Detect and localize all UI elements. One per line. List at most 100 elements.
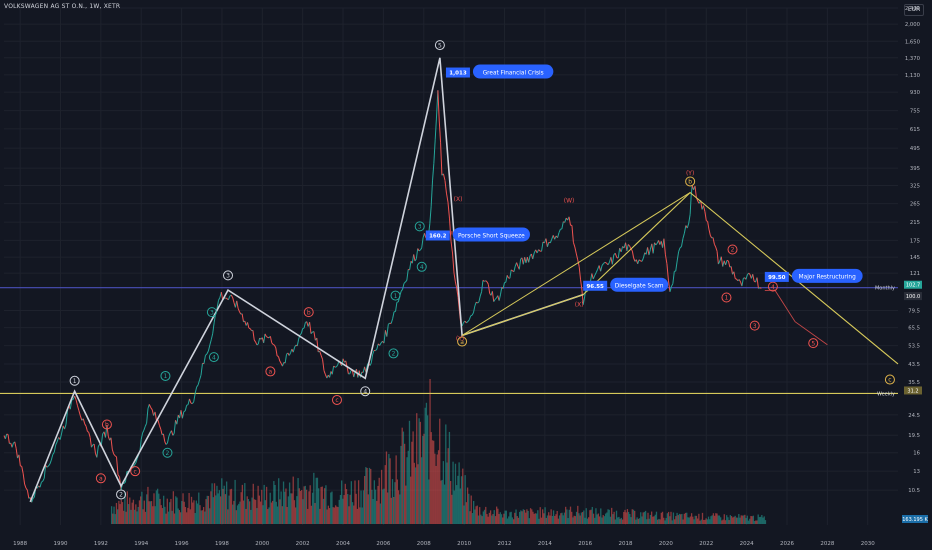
volume-bar — [320, 486, 322, 524]
volume-bar — [494, 516, 497, 524]
volume-bar — [569, 506, 572, 524]
volume-bar — [612, 514, 614, 524]
volume-bar — [149, 501, 152, 524]
volume-bar — [665, 518, 667, 524]
wave-label-text: 4 — [420, 264, 424, 271]
volume-bar — [255, 499, 257, 524]
price-segment — [528, 255, 531, 263]
price-segment — [538, 249, 541, 252]
volume-bar — [351, 502, 354, 524]
price-segment — [704, 211, 707, 221]
volume-bar — [339, 494, 342, 524]
volume-bar — [292, 476, 294, 524]
price-segment — [210, 333, 214, 340]
price-segment — [230, 294, 234, 298]
volume-bar — [552, 510, 555, 524]
price-segment — [663, 238, 666, 255]
price-segment — [708, 229, 711, 236]
price-segment — [725, 260, 728, 266]
price-segment — [450, 240, 454, 254]
volume-bar — [678, 513, 681, 524]
volume-bar — [676, 512, 678, 524]
volume-bar — [598, 516, 601, 524]
volume-bar — [562, 515, 564, 524]
volume-bar — [697, 518, 699, 524]
volume-bar — [654, 514, 656, 524]
wave-label-circle — [160, 370, 171, 381]
price-segment — [454, 281, 458, 289]
wave-label-text: (Y) — [456, 336, 464, 343]
volume-bar — [360, 490, 362, 524]
price-segment — [676, 251, 680, 262]
y-tick-label: 2,000 — [905, 22, 921, 28]
price-segment — [484, 280, 486, 282]
currency-button[interactable]: EUR — [904, 4, 924, 16]
volume-bar — [609, 516, 612, 524]
volume-bar — [309, 485, 311, 524]
volume-bar — [288, 482, 291, 524]
wave-label-text: (W) — [564, 197, 575, 204]
price-segment — [188, 398, 192, 404]
volume-bar — [113, 506, 115, 524]
price-segment — [415, 248, 419, 259]
wave-label-text: 3 — [418, 224, 422, 231]
price-segment — [360, 371, 363, 378]
price-segment — [561, 221, 564, 230]
volume-bar — [567, 518, 569, 524]
volume-bar — [305, 489, 308, 524]
volume-bar — [474, 509, 476, 524]
price-segment — [745, 274, 748, 280]
volume-bar — [146, 494, 148, 524]
price-segment — [82, 418, 86, 425]
y-tick-label: 13 — [913, 469, 920, 475]
volume-bar — [459, 488, 461, 524]
price-segment — [266, 336, 268, 338]
wave-label-text: b — [307, 309, 311, 316]
price-segment — [702, 205, 706, 212]
volume-bar — [228, 495, 230, 524]
x-tick-label: 2004 — [336, 541, 350, 547]
volume-bar — [586, 518, 589, 524]
volume-bar — [468, 493, 470, 524]
price-segment — [144, 422, 148, 427]
price-segment — [727, 260, 731, 268]
callout-text: Great Financial Crisis — [483, 70, 544, 76]
price-segment — [32, 496, 35, 499]
price-segment — [50, 454, 54, 461]
volume-bar — [435, 465, 437, 524]
price-segment — [165, 442, 168, 445]
price-segment — [726, 259, 729, 262]
price-segment — [482, 279, 485, 282]
wave-label: (Y) — [686, 170, 694, 177]
volume-bar — [201, 510, 204, 524]
price-segment — [309, 322, 312, 334]
volume-bar — [563, 512, 566, 524]
price-segment — [225, 297, 228, 300]
wave-label-text: 5 — [811, 340, 815, 347]
volume-bar — [637, 518, 639, 524]
price-segment — [756, 277, 759, 289]
volume-bar — [216, 485, 218, 524]
price-segment — [110, 437, 113, 450]
volume-bar — [483, 509, 486, 524]
price-segment — [591, 273, 594, 280]
volume-bar — [119, 504, 121, 524]
price-segment — [349, 370, 352, 375]
volume-bar — [479, 507, 481, 524]
price-segment — [390, 318, 394, 324]
volume-bar — [379, 503, 382, 524]
price-segment — [741, 278, 744, 287]
price-segment — [672, 271, 675, 284]
volume-bar — [658, 518, 660, 524]
price-segment — [209, 339, 212, 346]
volume-bar — [347, 494, 349, 524]
volume-bar — [179, 512, 182, 524]
volume-bar — [707, 516, 710, 524]
volume-bar — [282, 481, 285, 524]
price-segment — [157, 419, 160, 426]
volume-bar — [686, 512, 688, 524]
price-segment — [670, 283, 674, 287]
volume-bar — [604, 513, 607, 524]
price-segment — [216, 300, 219, 309]
